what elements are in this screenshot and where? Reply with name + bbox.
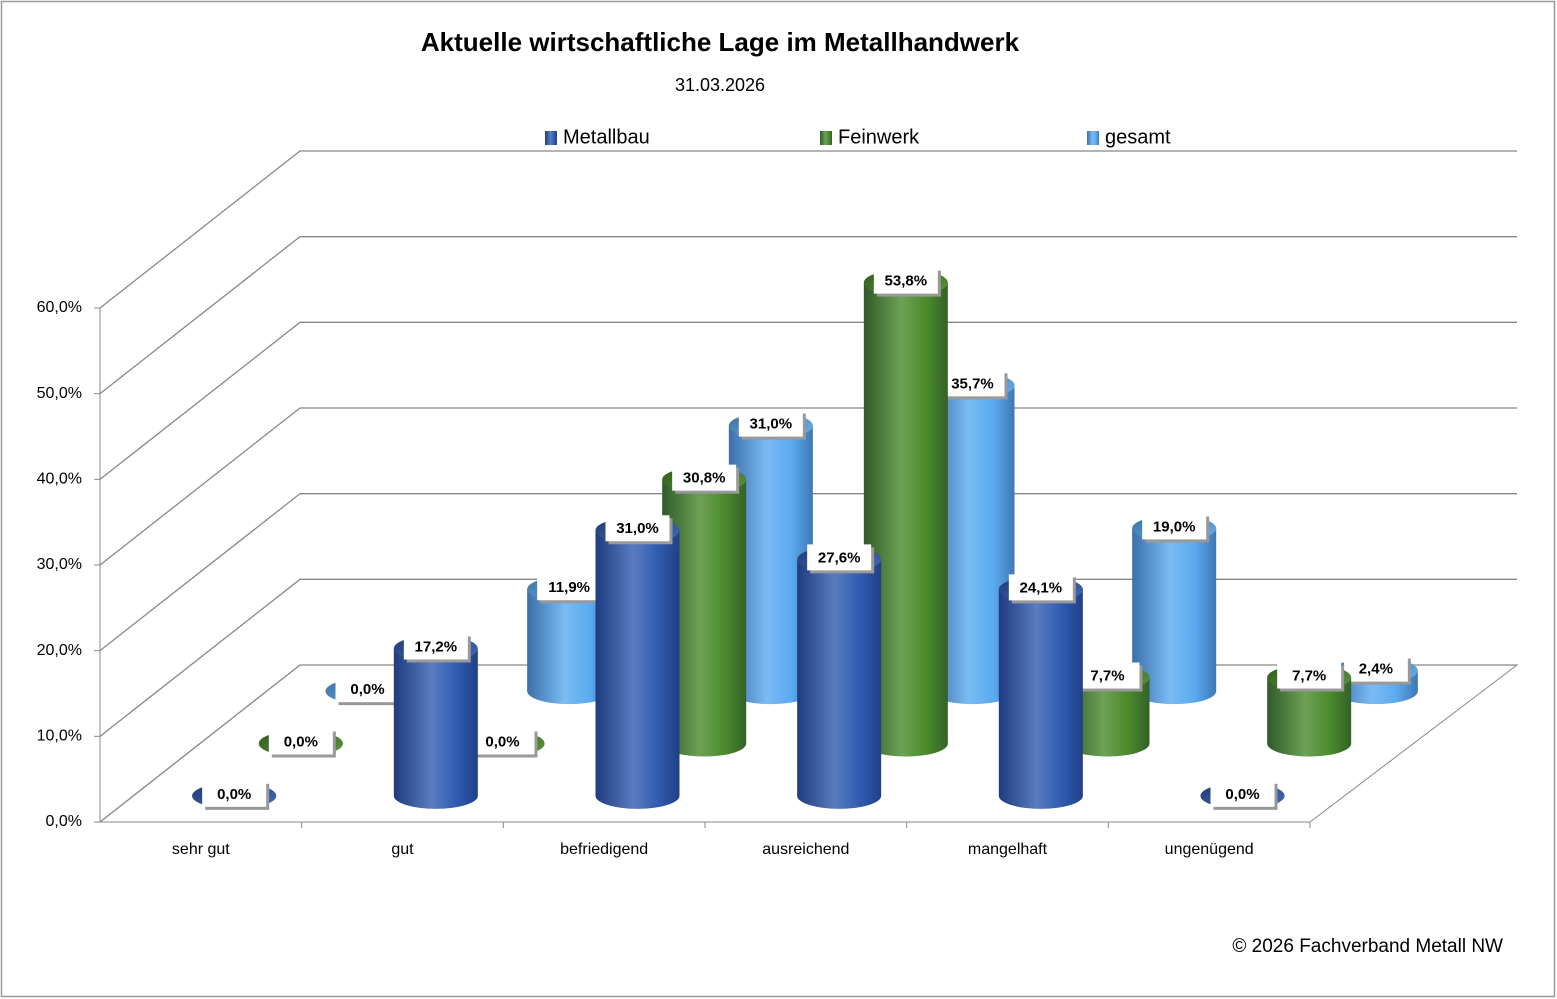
value-label-box — [470, 728, 535, 755]
grid-line — [99, 493, 1517, 652]
legend-label: gesamt — [1105, 126, 1171, 148]
grid-line — [99, 407, 1517, 566]
value-label: 53,8% — [885, 273, 928, 290]
value-label: 11,9% — [548, 579, 590, 596]
value-label: 31,0% — [750, 416, 793, 433]
value-label: 17,2% — [415, 638, 458, 655]
x-tick-label: ausreichend — [762, 841, 849, 858]
bar — [1132, 528, 1217, 692]
grid-line — [99, 578, 1517, 737]
grid-line — [99, 236, 1517, 395]
value-label: 31,0% — [616, 520, 659, 537]
grid-line — [99, 150, 1517, 309]
value-label: 7,7% — [1292, 668, 1326, 685]
chart-subtitle: 31.03.2026 — [675, 75, 765, 95]
value-label: 19,0% — [1153, 518, 1196, 535]
value-label-box — [738, 410, 803, 437]
value-label: 27,6% — [818, 549, 861, 566]
value-label: 0,0% — [350, 681, 384, 698]
value-label: 0,0% — [485, 733, 519, 750]
footer: © 2026 Fachverband Metall NW — [1232, 936, 1503, 957]
legend-label: Metallbau — [563, 126, 650, 148]
y-tick-label: 50,0% — [37, 385, 82, 402]
value-label-box — [202, 780, 267, 807]
value-label-box — [1075, 662, 1140, 689]
value-label: 0,0% — [1225, 786, 1259, 803]
x-tick-label: ungenügend — [1165, 841, 1254, 858]
value-label-box — [335, 676, 400, 703]
value-label: 0,0% — [284, 733, 318, 750]
legend-swatch — [820, 131, 832, 145]
y-tick-label: 10,0% — [37, 728, 82, 745]
value-label-box — [537, 574, 602, 601]
legend-swatch — [1087, 131, 1099, 145]
value-label-box — [940, 370, 1005, 397]
bar — [393, 648, 478, 796]
bar — [998, 589, 1083, 796]
y-tick-label: 60,0% — [37, 299, 82, 316]
value-label-box — [1142, 513, 1207, 540]
value-label-box — [1008, 574, 1073, 601]
x-tick-label: mangelhaft — [968, 841, 1048, 858]
value-label: 35,7% — [951, 375, 994, 392]
bar — [595, 530, 680, 796]
grid-line — [99, 321, 1517, 480]
value-label-box — [672, 464, 737, 491]
value-label-box — [1343, 655, 1408, 682]
y-tick-label: 0,0% — [46, 813, 82, 830]
value-label: 24,1% — [1020, 579, 1063, 596]
x-tick-label: gut — [391, 841, 414, 858]
value-label-box — [268, 728, 333, 755]
bar — [797, 559, 882, 796]
value-label-box — [1210, 780, 1275, 807]
value-label-box — [403, 633, 468, 660]
value-label-box — [1277, 662, 1342, 689]
value-label: 7,7% — [1090, 668, 1124, 685]
x-tick-label: befriedigend — [560, 841, 648, 858]
value-label: 2,4% — [1359, 661, 1393, 678]
legend-label: Feinwerk — [838, 126, 920, 148]
value-label-box — [807, 544, 872, 571]
x-tick-label: sehr gut — [172, 841, 230, 858]
value-label: 30,8% — [683, 470, 726, 487]
value-label-box — [873, 267, 938, 294]
y-tick-label: 20,0% — [37, 642, 82, 659]
y-tick-label: 30,0% — [37, 556, 82, 573]
value-label: 0,0% — [217, 786, 251, 803]
y-tick-label: 40,0% — [37, 471, 82, 488]
value-label-box — [605, 515, 670, 542]
legend-swatch — [545, 131, 557, 145]
chart-title: Aktuelle wirtschaftliche Lage im Metallh… — [421, 27, 1020, 57]
